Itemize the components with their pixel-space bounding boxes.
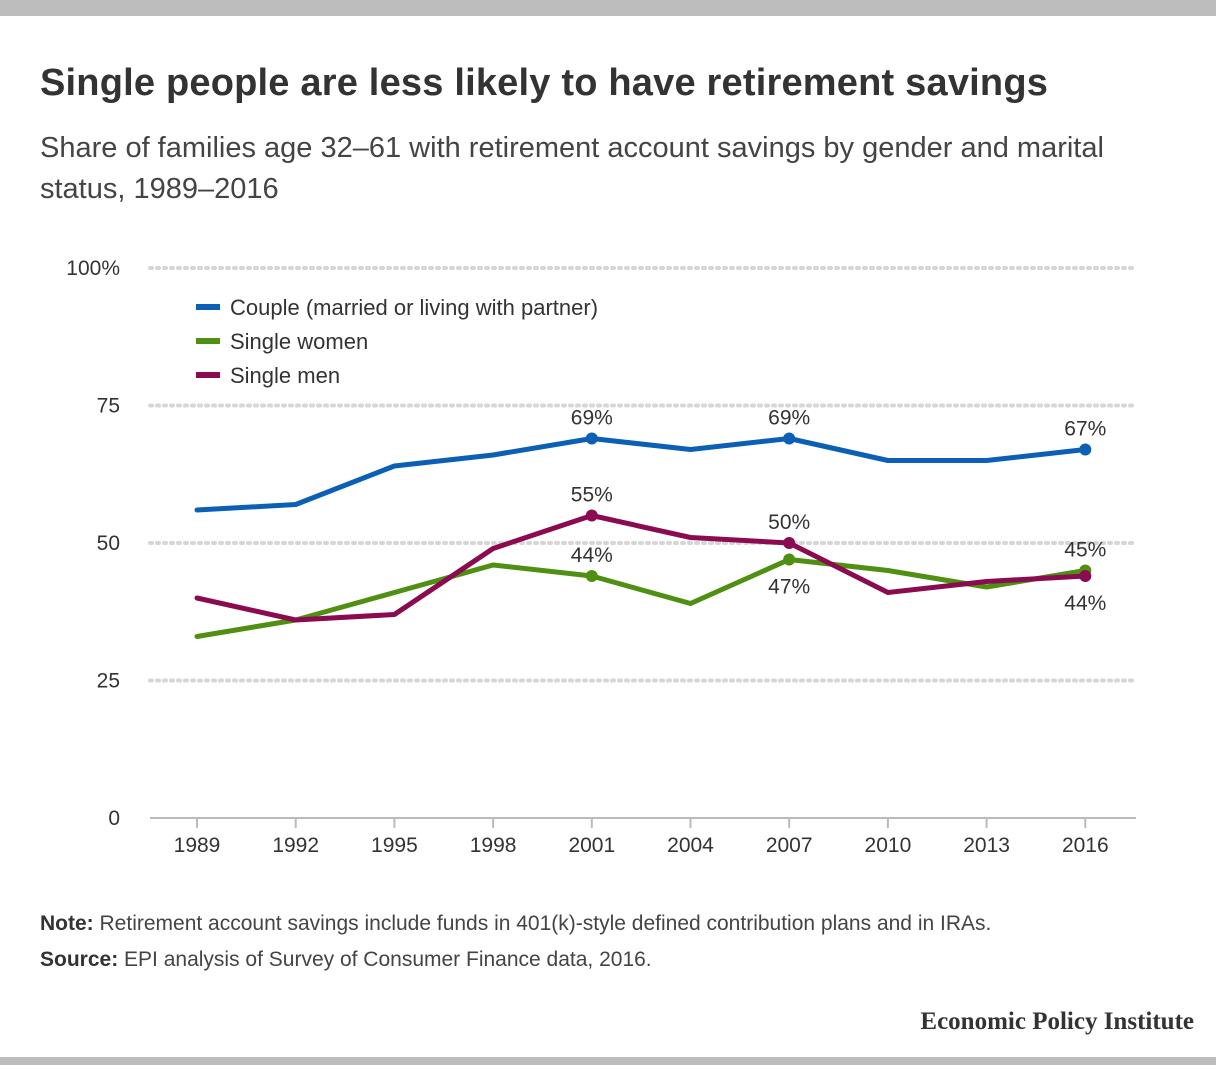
source-label: Source: xyxy=(40,948,119,971)
data-point-marker xyxy=(1079,443,1092,456)
data-label: 55% xyxy=(571,484,613,507)
brand-logo-text: Economic Policy Institute xyxy=(920,1008,1194,1035)
chart-subtitle: Share of families age 32–61 with retirem… xyxy=(40,132,1104,205)
y-tick-label: 75 xyxy=(97,395,120,418)
note-label: Note: xyxy=(40,912,94,935)
x-tick-label: 1992 xyxy=(272,834,319,857)
x-tick-label: 1995 xyxy=(371,834,418,857)
data-point-marker xyxy=(585,432,598,445)
y-tick-label: 50 xyxy=(97,532,120,555)
x-tick-label: 2016 xyxy=(1062,834,1109,857)
series-line xyxy=(194,513,1088,623)
x-tick-label: 1998 xyxy=(470,834,517,857)
data-label: 44% xyxy=(571,544,613,567)
bottom-border-bar xyxy=(0,1057,1216,1065)
data-label: 69% xyxy=(768,407,810,430)
chart-title: Single people are less likely to have re… xyxy=(40,62,1049,104)
legend-label: Single men xyxy=(230,363,340,388)
data-point-marker xyxy=(585,570,598,582)
legend-label: Single women xyxy=(230,329,368,354)
data-point-marker xyxy=(585,509,598,522)
data-label: 69% xyxy=(571,407,613,430)
y-tick-label: 0 xyxy=(108,807,120,830)
data-point-marker xyxy=(783,553,796,566)
x-tick-label: 2010 xyxy=(865,834,912,857)
data-point-marker xyxy=(783,432,796,445)
axes: 0 25 50 75 100% 1989 1992 1995 1998 2001 2004 2007 2… xyxy=(66,257,1136,857)
data-label: 45% xyxy=(1064,539,1106,562)
x-tick-label: 2001 xyxy=(568,834,615,857)
data-point-marker xyxy=(1079,570,1092,582)
note: Note: Retirement account savings include… xyxy=(40,912,1190,936)
y-tick-label: 100% xyxy=(66,257,120,280)
line-chart: 0 25 50 75 100% 1989 1992 1995 1998 2001 2004 2007 2… xyxy=(66,257,1138,857)
data-label: 67% xyxy=(1064,418,1106,441)
x-tick-label: 2004 xyxy=(667,834,714,857)
x-tick-label: 2007 xyxy=(766,834,813,857)
y-tick-label: 25 xyxy=(97,670,120,693)
top-border-bar xyxy=(0,0,1216,16)
data-label: 50% xyxy=(768,511,810,534)
data-point-marker xyxy=(783,537,796,549)
legend: Couple (married or living with partner) S… xyxy=(196,295,598,388)
legend-label: Couple (married or living with partner) xyxy=(230,295,598,320)
series-lines xyxy=(194,436,1088,639)
x-tick-label: 2013 xyxy=(963,834,1010,857)
series-line xyxy=(194,557,1088,639)
source: Source: EPI analysis of Survey of Consum… xyxy=(40,948,1190,972)
data-label: 47% xyxy=(768,576,810,599)
data-label: 44% xyxy=(1064,592,1106,615)
footnotes: Note: Retirement account savings include… xyxy=(40,912,1190,984)
x-tick-label: 1989 xyxy=(174,834,221,857)
note-text: Retirement account savings include funds… xyxy=(99,912,992,935)
gridlines xyxy=(148,266,1138,683)
series-line xyxy=(194,436,1088,513)
source-text: EPI analysis of Survey of Consumer Finan… xyxy=(124,948,652,971)
data-labels: 69% 69% 67% 55% 44% 50% 47% 45% 44% xyxy=(571,407,1107,616)
